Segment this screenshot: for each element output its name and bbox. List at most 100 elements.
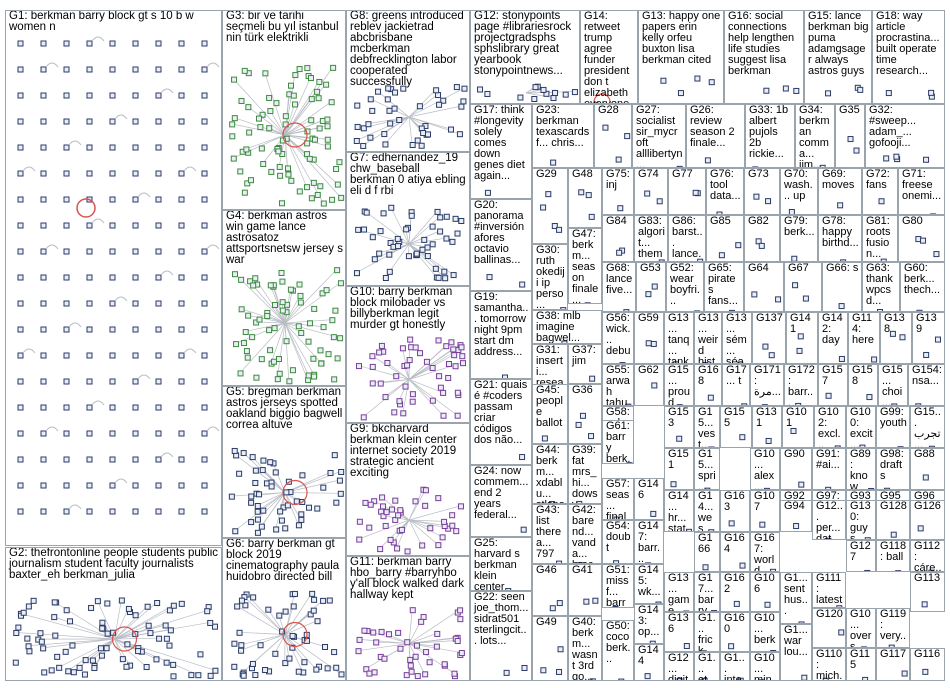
node [86,508,93,515]
group-g28-nodes [602,124,631,163]
group-g98-nodes [884,487,891,489]
node [260,161,267,168]
group-label: G153 [668,406,689,429]
node [289,367,296,374]
node [656,198,663,205]
node [48,667,55,674]
group-g163-nodes [728,520,735,527]
node [155,144,162,151]
node [460,98,467,105]
node [267,282,274,289]
edge [247,106,286,136]
node [540,204,547,211]
group-label: G39: fat mrs_hi... dowsy... think... [572,444,598,503]
group-g162-nodes [733,600,740,607]
group-g156-nodes [676,404,683,405]
node [20,609,27,616]
node [17,222,24,229]
node [282,525,289,532]
node [556,668,563,675]
edge [377,90,410,118]
group-g52-nodes [694,310,701,311]
node [298,330,305,337]
group-g107-nodes [759,521,766,528]
group-g67: G67 [784,262,822,312]
group-g2-nodes [12,597,219,680]
group-g24-nodes [520,526,527,533]
node [331,452,338,459]
group-label: G1... war lou... [784,624,811,658]
node [406,357,413,364]
node [397,507,404,514]
node [765,437,772,444]
node [556,226,563,233]
group-g85: G85 [706,215,744,262]
group-g55-nodes [625,403,632,405]
group-label: G98: drafts [880,448,907,482]
node [109,92,116,99]
group-g6-nodes [231,590,345,679]
node [791,255,798,261]
group-g66-nodes [838,303,845,310]
node [584,302,591,303]
node [309,590,316,597]
node [375,88,382,95]
node [433,87,440,94]
self-loop-edge [183,166,197,172]
node [449,522,456,529]
node [231,271,238,278]
node [429,364,436,371]
node [378,342,385,349]
group-g105-nodes [801,674,808,680]
group-g44: G44: berkm... xdablu... stlspor... [532,444,568,504]
group-g89: G89: know [846,448,876,490]
node [484,90,491,97]
node [331,376,338,383]
node [677,90,684,97]
node [38,638,45,645]
group-g27: G27: socialist sir_mycroft alllibertyn..… [632,104,686,168]
group-g150: G15... spri... [694,448,720,490]
node [432,265,439,272]
group-g108: G10... berk... marx [750,612,780,652]
self-loop-edge [45,244,59,250]
node [310,355,317,362]
edge [408,519,422,546]
node [248,519,255,526]
node [435,495,442,502]
node [332,307,339,314]
group-g30: G30: ruth okediji ip perso... [532,244,568,310]
node [548,501,555,503]
node [252,275,259,282]
node [408,212,415,219]
group-g15-nodes [825,84,864,97]
node [291,590,298,597]
node [763,487,770,489]
node [201,482,208,489]
node [279,200,286,207]
group-label: G38: mlb imagine bagwel... [536,310,584,344]
node [825,486,832,489]
group-g159-nodes [891,403,898,405]
node [103,645,110,652]
group-g162: G162 [720,572,750,612]
group-g141: G141 [786,312,818,364]
group-label: G42: barend... vanda... bracht... [572,504,596,563]
edge [284,282,341,324]
node [672,361,679,363]
group-label: G24: now commem... end 2 years federal..… [474,465,532,521]
group-label: G23: berkman texascardsf... chris... [536,104,590,149]
node [838,355,845,362]
group-g112: G112: cáre... [910,540,945,572]
node [167,627,174,634]
group-g4-nodes [231,267,344,385]
group-g104: G10... min... boa... [750,652,780,681]
group-g154: G154: nsa... [908,364,945,406]
group-g118: G118: ball [876,540,910,572]
node [589,678,596,680]
highlight-loop [282,621,308,648]
group-label: G12... per... dat... [816,500,844,540]
group-g6: G6: barry berkman gt block 2019 cinemato… [222,538,346,681]
node [477,86,484,93]
node [370,629,377,636]
